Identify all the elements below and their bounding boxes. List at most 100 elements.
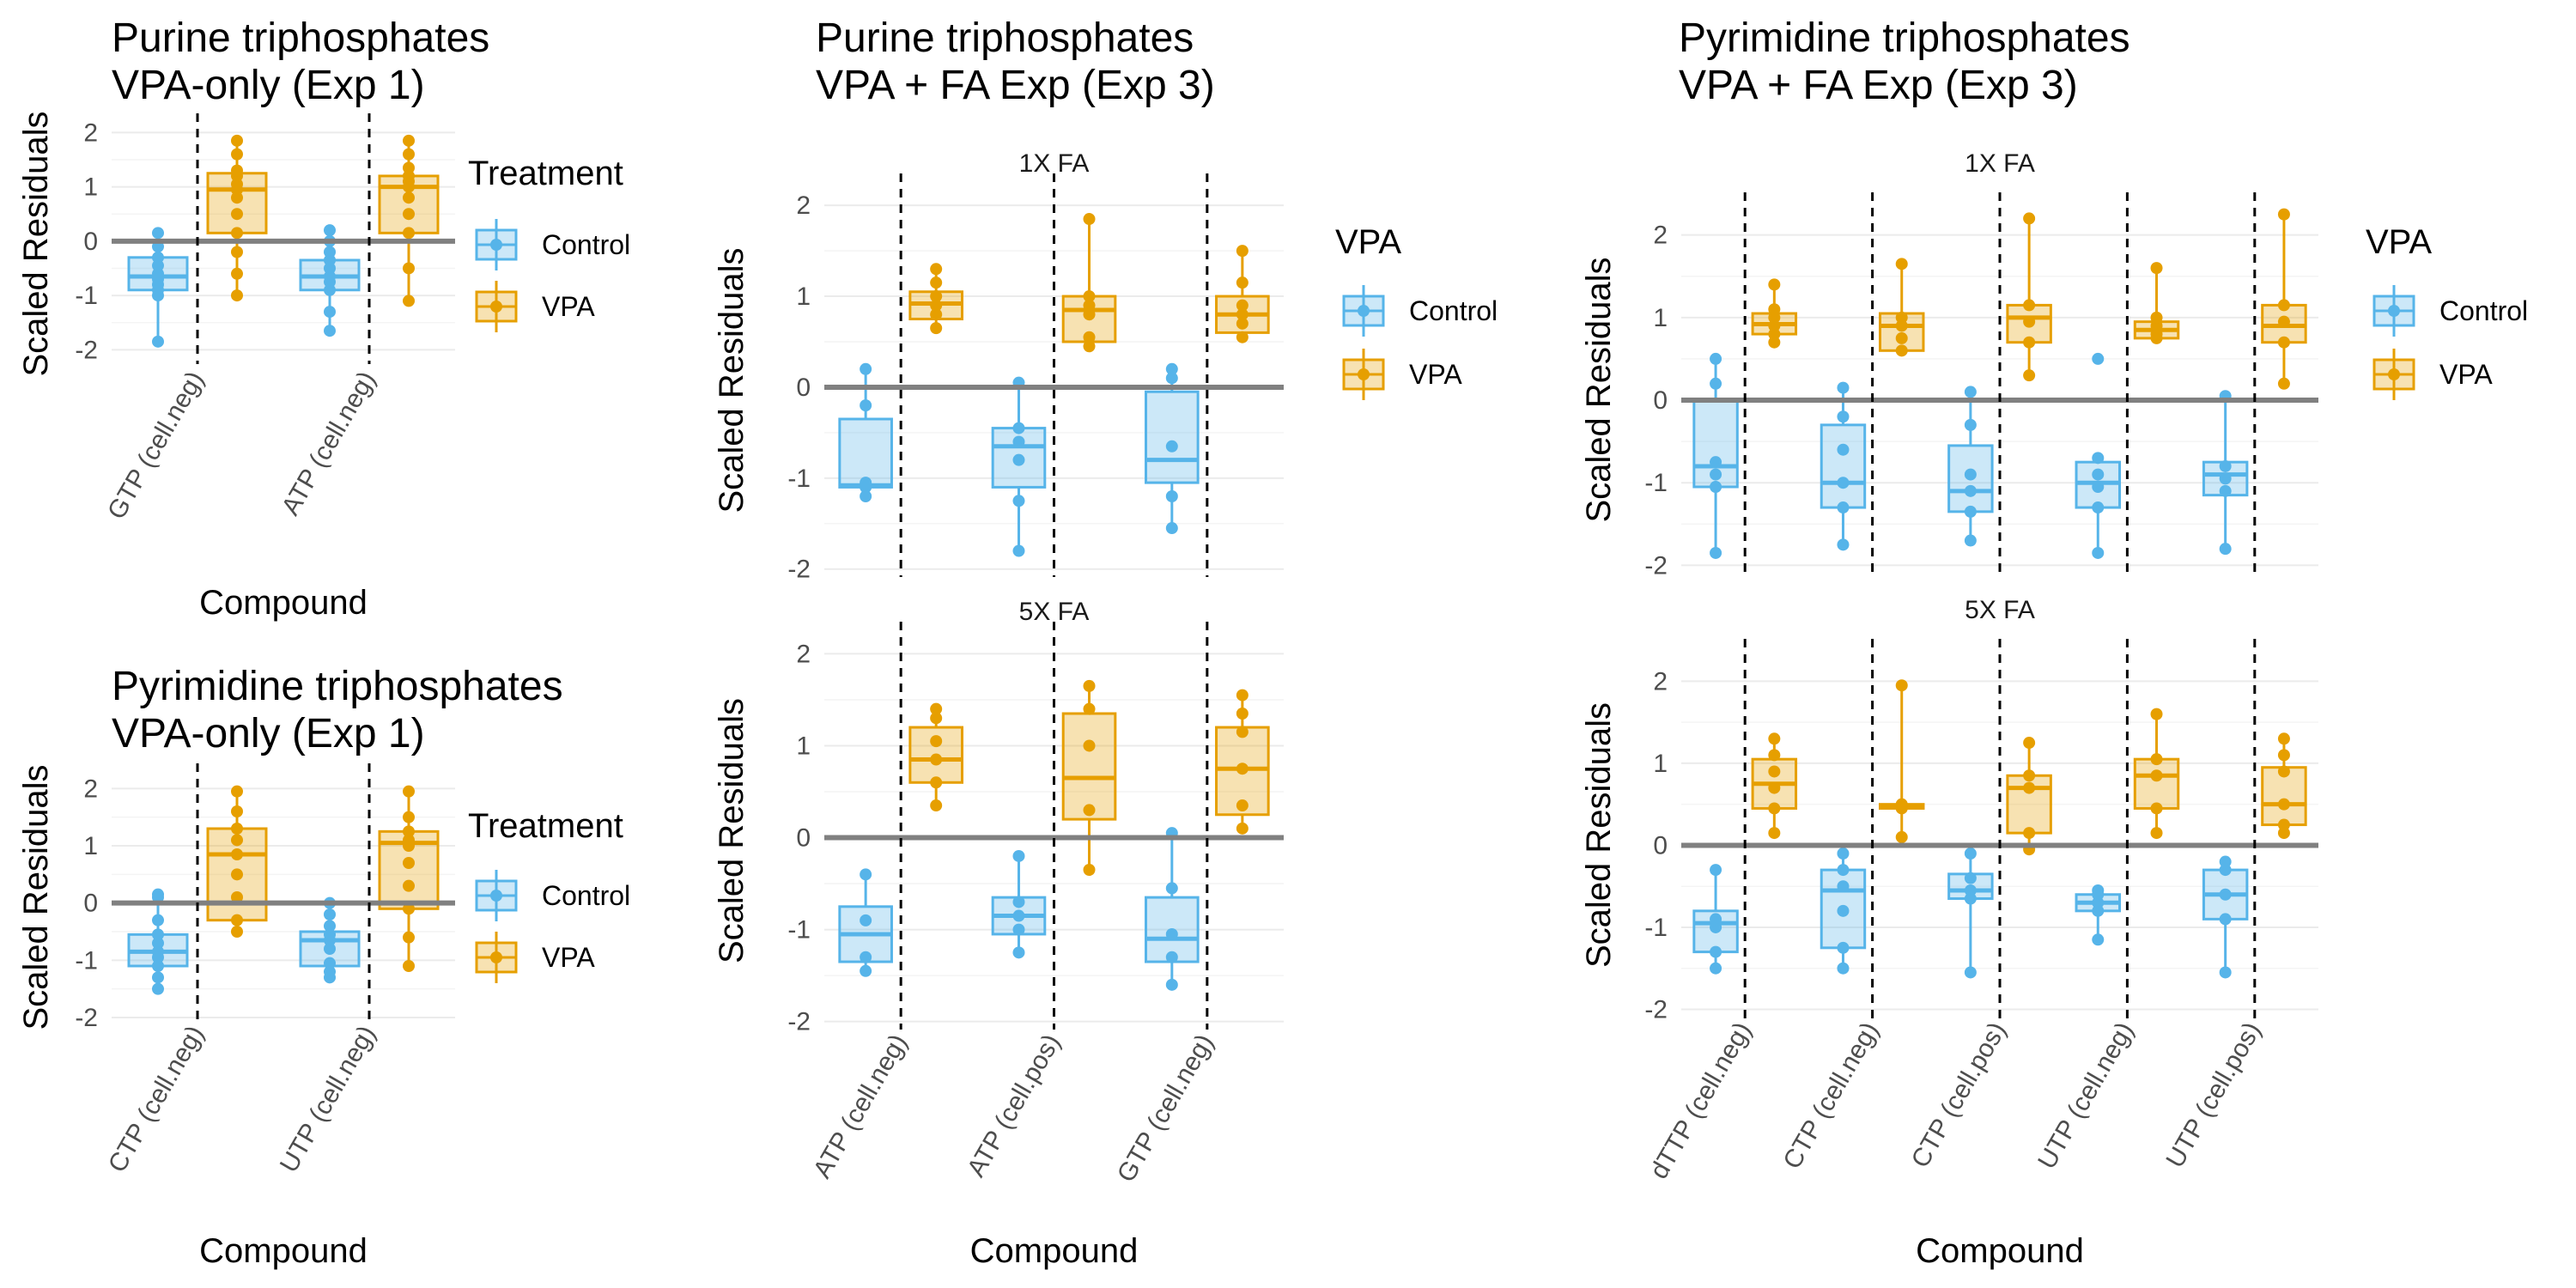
box-vpa <box>2261 208 2307 390</box>
chart-title: Pyrimidine triphosphates <box>112 664 563 709</box>
y-axis-title: Scaled Residuals <box>1580 257 1618 522</box>
data-point <box>1083 290 1096 303</box>
data-point <box>324 224 336 237</box>
data-point <box>403 134 415 147</box>
data-point <box>2092 884 2105 896</box>
chart-title: VPA-only (Exp 1) <box>112 711 425 756</box>
data-point <box>2219 855 2232 868</box>
data-point <box>1012 544 1025 557</box>
data-point <box>1768 732 1781 745</box>
data-point <box>1768 749 1781 762</box>
y-axis-title: Scaled Residuals <box>17 111 55 376</box>
data-point <box>1895 311 1908 324</box>
data-point <box>2277 798 2290 811</box>
data-point <box>1895 331 1908 344</box>
data-point <box>860 914 872 927</box>
data-point <box>1837 443 1850 456</box>
data-point <box>1768 319 1781 332</box>
data-point <box>1083 702 1096 715</box>
data-point <box>1165 372 1178 385</box>
data-point <box>1710 546 1722 559</box>
box-iqr <box>1061 712 1117 821</box>
facet-strip-label: 5X FA <box>1019 598 1090 626</box>
y-tick-label: 2 <box>1653 667 1668 696</box>
data-point <box>231 267 243 280</box>
box-control <box>838 868 893 977</box>
box-control <box>1820 381 1867 551</box>
box-control <box>299 896 361 984</box>
y-tick-label: 1 <box>1653 750 1668 778</box>
legend-label: VPA <box>1409 359 1462 390</box>
y-tick-label: 2 <box>83 118 98 147</box>
box-vpa <box>1879 679 1925 843</box>
box-vpa <box>908 263 964 335</box>
data-point <box>324 246 336 258</box>
data-point <box>2092 481 2105 494</box>
box-vpa <box>1215 245 1270 343</box>
box-vpa <box>908 702 964 812</box>
data-point <box>231 848 243 860</box>
data-point <box>403 879 415 892</box>
data-point <box>1895 258 1908 270</box>
data-point <box>403 857 415 869</box>
data-point <box>2023 827 2036 840</box>
legend-title: Treatment <box>468 155 623 192</box>
data-point <box>930 799 943 812</box>
y-tick-label: 2 <box>796 640 811 668</box>
y-tick-label: -2 <box>75 1004 98 1032</box>
data-point <box>1236 726 1249 738</box>
box-control <box>1820 847 1867 975</box>
box-vpa <box>1215 689 1270 835</box>
data-point <box>2219 888 2232 901</box>
data-point <box>152 888 164 901</box>
data-point <box>1710 377 1722 390</box>
data-point <box>1165 882 1178 895</box>
plot-panel: 1X FA -2 -1 0 1 2 Scaled Residuals <box>1580 149 2318 580</box>
chart-title: VPA + FA Exp (Exp 3) <box>1679 63 2078 108</box>
y-tick-label: 0 <box>1653 831 1668 860</box>
data-point <box>2219 543 2232 556</box>
data-point <box>2023 315 2036 328</box>
data-point <box>1964 884 1977 896</box>
data-point <box>1236 799 1249 812</box>
data-point <box>2150 319 2163 332</box>
data-point <box>324 920 336 933</box>
legend-key-vpa <box>475 281 518 332</box>
data-point <box>2150 827 2163 840</box>
data-point <box>403 148 415 161</box>
y-tick-label: 0 <box>796 374 811 402</box>
data-point <box>2219 913 2232 926</box>
data-point <box>2023 737 2036 750</box>
y-tick-label: 1 <box>796 283 811 311</box>
data-point <box>2092 452 2105 465</box>
box-control <box>838 362 893 502</box>
legend-key-vpa <box>2372 349 2415 400</box>
data-point <box>2150 753 2163 766</box>
data-point <box>231 805 243 817</box>
data-point <box>1895 344 1908 357</box>
data-point <box>930 776 943 789</box>
box-vpa <box>378 785 440 972</box>
y-tick-label: -1 <box>1644 469 1668 497</box>
data-point <box>1083 299 1096 312</box>
data-point <box>2092 501 2105 514</box>
box-vpa <box>2133 708 2180 840</box>
data-point <box>930 299 943 312</box>
legend-label: Control <box>542 880 630 911</box>
y-axis-title: Scaled Residuals <box>1580 702 1618 968</box>
data-point <box>1236 308 1249 321</box>
plot-panel: 5X FA -2 -1 0 1 2 Scaled Residuals <box>713 598 1284 1036</box>
data-point <box>1837 410 1850 423</box>
data-point <box>403 902 415 915</box>
data-point <box>1964 418 1977 431</box>
data-point <box>2150 311 2163 324</box>
box-control <box>1692 864 1739 975</box>
data-point <box>1083 679 1096 692</box>
data-point <box>1964 847 1977 860</box>
data-point <box>2023 769 2036 782</box>
data-point <box>2092 468 2105 481</box>
box-control <box>991 849 1047 959</box>
x-axis-title: Compound <box>970 1232 1139 1270</box>
data-point <box>2277 315 2290 328</box>
data-point <box>1895 679 1908 692</box>
